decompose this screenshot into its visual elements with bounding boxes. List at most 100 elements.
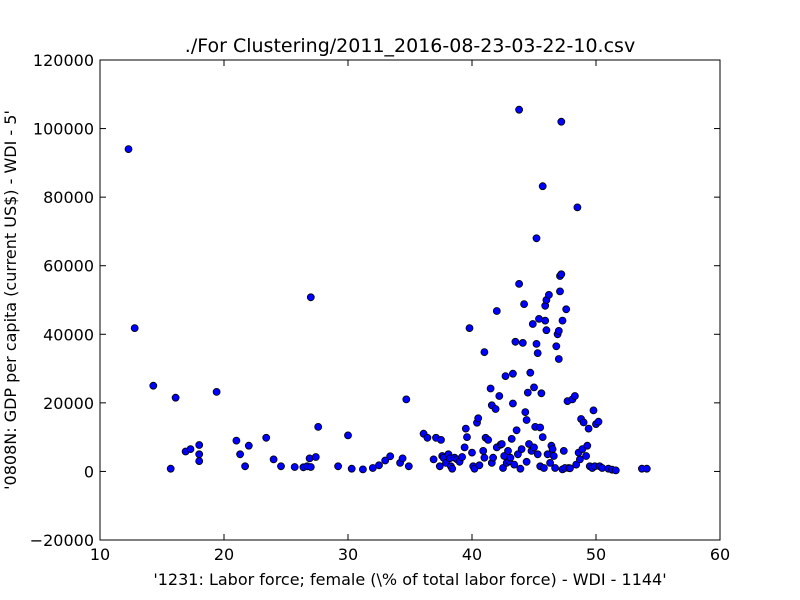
plot-frame <box>99 59 721 541</box>
data-point <box>195 450 204 459</box>
data-point <box>554 355 563 363</box>
x-tick-label: 10 <box>90 545 110 564</box>
data-point <box>149 381 158 390</box>
data-point <box>526 368 535 377</box>
data-point <box>277 462 285 471</box>
data-point <box>523 388 532 397</box>
data-points <box>124 105 651 475</box>
data-point <box>241 462 250 471</box>
y-tick-label: 80000 <box>43 188 94 207</box>
data-point <box>212 387 221 396</box>
y-tick-label: −20000 <box>30 531 94 550</box>
data-point <box>532 339 541 348</box>
data-point <box>566 464 574 473</box>
data-point <box>573 203 582 212</box>
y-tick-label: 100000 <box>33 120 94 139</box>
data-point <box>507 434 516 443</box>
data-point <box>435 462 444 471</box>
data-point <box>509 399 517 408</box>
data-point <box>314 422 323 431</box>
chart-title: ./For Clustering/2011_2016-08-23-03-22-1… <box>185 35 635 57</box>
data-point <box>492 307 501 315</box>
data-point <box>558 316 567 325</box>
x-tick-label: 40 <box>462 545 482 564</box>
data-point <box>423 433 432 442</box>
data-point <box>480 348 489 357</box>
data-point <box>195 457 204 466</box>
data-point <box>460 443 469 452</box>
data-point <box>516 464 525 473</box>
data-point <box>536 423 545 432</box>
data-point <box>557 117 566 126</box>
x-tick-label: 20 <box>214 545 234 564</box>
y-tick-label: 60000 <box>43 257 94 276</box>
data-point <box>306 293 315 302</box>
data-point <box>532 234 541 243</box>
data-point <box>269 455 278 464</box>
data-point <box>509 369 517 378</box>
data-point <box>556 287 564 296</box>
data-point <box>511 337 520 346</box>
data-point <box>520 300 528 309</box>
data-point <box>130 324 139 333</box>
data-point <box>576 455 584 464</box>
data-point <box>358 465 367 474</box>
data-point <box>404 462 413 471</box>
data-point <box>517 445 526 454</box>
data-point <box>533 450 542 459</box>
data-point <box>381 456 390 465</box>
data-point <box>562 305 571 314</box>
data-point <box>538 182 547 191</box>
data-point <box>542 326 551 335</box>
data-point <box>515 105 523 114</box>
data-point <box>186 445 195 454</box>
data-point <box>166 464 175 473</box>
data-point <box>594 417 603 426</box>
data-point <box>171 393 180 402</box>
data-point <box>480 453 489 462</box>
data-point <box>489 453 498 462</box>
data-point <box>541 316 550 325</box>
data-point <box>262 433 271 442</box>
data-point <box>530 383 538 392</box>
data-point <box>611 466 620 475</box>
data-point <box>518 338 527 347</box>
data-point <box>559 446 568 455</box>
data-point <box>479 446 488 455</box>
data-point <box>475 461 484 470</box>
data-point <box>582 452 590 460</box>
data-point <box>551 464 559 472</box>
data-point <box>552 342 561 351</box>
data-point <box>501 372 510 381</box>
data-point <box>533 349 542 358</box>
data-point <box>386 452 395 461</box>
x-axis: 10 20 30 40 50 60 <box>90 60 730 564</box>
data-point <box>546 458 554 467</box>
data-point <box>448 464 457 473</box>
data-point <box>514 450 522 459</box>
data-point <box>522 416 531 424</box>
data-point <box>554 326 563 335</box>
data-point <box>486 384 495 393</box>
data-point <box>642 464 651 473</box>
data-point <box>491 405 500 413</box>
data-point <box>497 440 506 448</box>
data-point <box>468 448 476 457</box>
data-point <box>244 441 253 450</box>
data-point <box>461 424 470 433</box>
data-point <box>465 324 474 333</box>
data-point <box>521 408 530 417</box>
data-point <box>232 436 241 445</box>
data-point <box>571 392 579 400</box>
y-tick-label: 20000 <box>43 394 94 413</box>
data-point <box>306 463 315 471</box>
y-tick-label: 0 <box>84 462 94 481</box>
data-point <box>124 145 133 154</box>
data-point <box>236 450 245 459</box>
data-point <box>347 464 356 473</box>
data-point <box>549 452 558 460</box>
data-point <box>463 433 471 442</box>
data-point <box>429 455 438 464</box>
data-point <box>584 424 593 433</box>
